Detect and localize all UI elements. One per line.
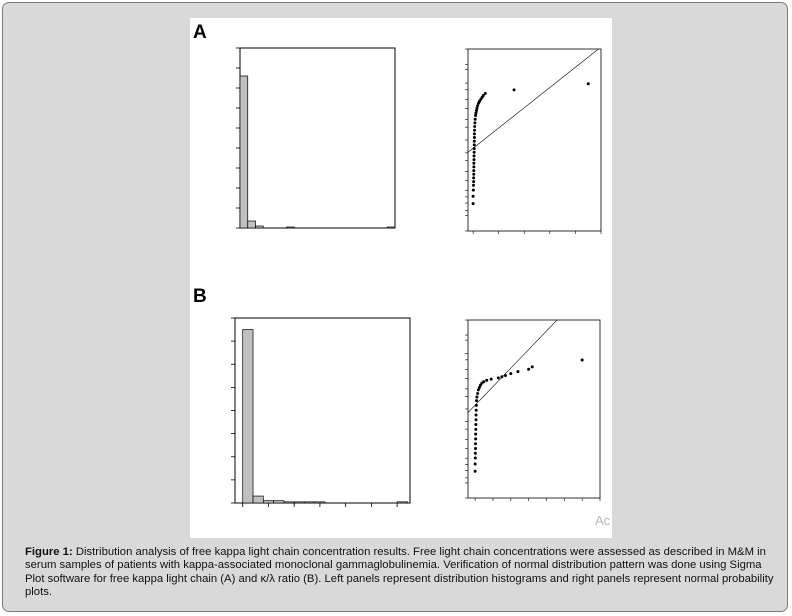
data-point bbox=[476, 388, 480, 392]
data-point bbox=[472, 143, 476, 147]
data-point bbox=[474, 111, 478, 115]
plot-frame bbox=[239, 47, 396, 229]
histogram-bar bbox=[286, 226, 295, 229]
panel-label-a: A bbox=[193, 22, 207, 43]
data-point bbox=[476, 391, 480, 395]
data-point bbox=[471, 202, 475, 206]
probability-chart-b bbox=[465, 319, 601, 501]
data-point bbox=[489, 377, 493, 381]
data-point bbox=[474, 403, 478, 407]
data-point bbox=[474, 418, 478, 422]
data-point bbox=[474, 427, 478, 431]
fit-line bbox=[468, 320, 558, 413]
data-point bbox=[475, 399, 479, 403]
data-point bbox=[472, 154, 476, 158]
data-point bbox=[472, 139, 476, 143]
histogram-bar bbox=[247, 220, 256, 229]
data-point bbox=[472, 132, 476, 136]
data-point bbox=[485, 378, 489, 382]
data-point bbox=[472, 150, 476, 154]
data-point bbox=[472, 165, 476, 169]
data-point bbox=[475, 106, 479, 110]
data-point bbox=[580, 358, 584, 362]
data-point bbox=[473, 442, 477, 446]
histogram-bar bbox=[242, 329, 254, 504]
caption-label: Figure 1: bbox=[25, 546, 73, 558]
data-point bbox=[473, 451, 477, 455]
histogram-bar bbox=[252, 495, 264, 504]
probability-chart-a bbox=[465, 48, 602, 234]
data-point bbox=[527, 367, 531, 371]
histogram-bar bbox=[273, 500, 285, 504]
data-point bbox=[477, 385, 481, 389]
histogram-bar bbox=[314, 501, 326, 504]
data-point bbox=[472, 161, 476, 165]
data-point bbox=[472, 158, 476, 162]
data-point bbox=[471, 194, 475, 198]
data-point bbox=[474, 109, 478, 113]
data-point bbox=[481, 93, 485, 97]
data-point bbox=[474, 413, 478, 417]
data-point bbox=[476, 104, 480, 108]
data-point bbox=[475, 395, 479, 399]
data-point bbox=[474, 423, 478, 427]
data-point bbox=[496, 376, 500, 380]
data-point bbox=[473, 128, 477, 132]
caption-text: Distribution analysis of free kappa ligh… bbox=[25, 546, 774, 599]
data-point bbox=[473, 469, 477, 473]
data-point bbox=[473, 456, 477, 460]
histogram-chart-a bbox=[236, 47, 396, 229]
plot-frame bbox=[234, 317, 411, 504]
data-point bbox=[473, 446, 477, 450]
histogram-bar bbox=[304, 501, 316, 504]
histogram-bar bbox=[283, 501, 295, 504]
data-point bbox=[472, 147, 476, 151]
data-point bbox=[473, 462, 477, 466]
data-point bbox=[473, 117, 477, 121]
plot-frame bbox=[467, 48, 602, 232]
data-point bbox=[474, 408, 478, 412]
data-point bbox=[509, 372, 513, 376]
data-point bbox=[471, 188, 475, 192]
figure-caption: Figure 1: Distribution analysis of free … bbox=[25, 546, 775, 600]
histogram-bar bbox=[396, 501, 408, 504]
data-point bbox=[474, 432, 478, 436]
data-point bbox=[472, 136, 476, 140]
data-point bbox=[503, 373, 507, 377]
data-point bbox=[473, 125, 477, 129]
data-point bbox=[474, 437, 478, 441]
data-point bbox=[472, 176, 476, 180]
data-point bbox=[472, 169, 476, 173]
plot-frame bbox=[467, 319, 601, 499]
data-point bbox=[516, 370, 520, 374]
data-point bbox=[483, 92, 487, 96]
histogram-chart-b bbox=[231, 317, 411, 507]
panel-label-b: B bbox=[193, 286, 207, 307]
fit-line bbox=[468, 49, 599, 153]
data-point bbox=[512, 88, 516, 92]
data-point bbox=[472, 180, 476, 184]
data-point bbox=[473, 121, 477, 125]
histogram-bar bbox=[239, 75, 249, 229]
histogram-bar bbox=[293, 501, 305, 504]
data-point bbox=[472, 172, 476, 176]
data-point bbox=[530, 365, 534, 369]
histogram-bar bbox=[255, 225, 264, 229]
figure-image: A B Ac bbox=[190, 18, 612, 538]
histogram-bar bbox=[262, 500, 274, 504]
data-point bbox=[482, 380, 486, 384]
watermark-text: Ac bbox=[595, 513, 611, 528]
data-point bbox=[471, 183, 475, 187]
histogram-bar bbox=[386, 226, 396, 229]
data-point bbox=[500, 375, 504, 379]
data-point bbox=[586, 82, 590, 86]
data-point bbox=[474, 114, 478, 118]
